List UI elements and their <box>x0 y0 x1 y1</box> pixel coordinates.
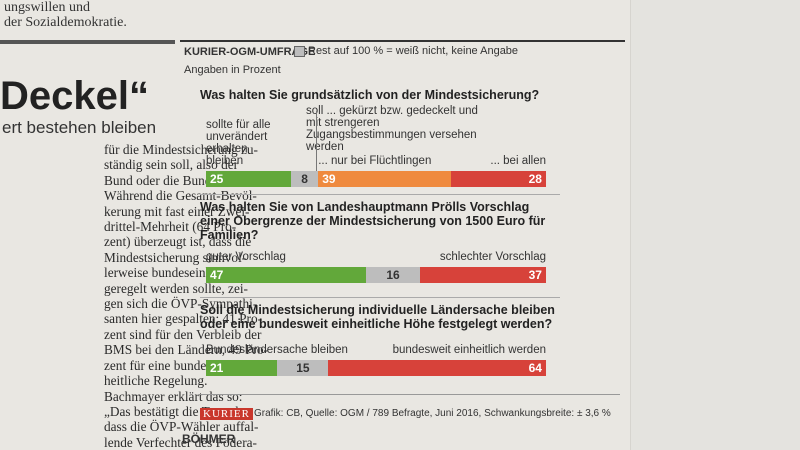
text-line: zent sind für den Verbleib der <box>104 326 262 342</box>
bar-segment <box>206 360 278 376</box>
segment-label: guter Vorschlag <box>206 251 286 263</box>
text-line: geregelt werden sollte, zei- <box>104 280 248 296</box>
footer-rule <box>200 394 620 395</box>
text-line: Während die Gesamt-Bevöl- <box>104 188 257 204</box>
group-label: soll ... gekürzt bzw. gedeckelt und mit … <box>306 105 478 153</box>
value-label: 15 <box>296 361 310 375</box>
bar-segment <box>206 171 291 187</box>
text-line: zent) überzeugt ist, dass die <box>104 234 252 250</box>
source: Grafik: CB, Quelle: OGM / 789 Befragte, … <box>254 408 611 419</box>
bar-segment <box>328 360 546 376</box>
question: Was halten Sie von Landeshauptmann Pröll… <box>200 200 546 242</box>
text-line: santen hier gespalten: 41 Pro- <box>104 311 263 327</box>
segment-label: ... bei allen <box>490 155 546 167</box>
value-label: 37 <box>528 268 542 282</box>
headline: Deckel“ <box>0 74 149 118</box>
separator <box>200 297 560 298</box>
bar-segment <box>277 360 329 376</box>
value-label: 16 <box>386 268 400 282</box>
value-label: 39 <box>322 172 336 186</box>
value-label: 25 <box>210 172 224 186</box>
legend-swatch <box>294 46 305 57</box>
segment-label: ... nur bei Flüchtlingen <box>318 155 432 167</box>
segment-label: bundesweit einheitlich werden <box>392 344 546 356</box>
question: Was halten Sie grundsätzlich von der Min… <box>200 88 540 102</box>
byline: BÖHMER <box>182 432 236 446</box>
text-line: lende Verfechter des Födera- <box>104 434 257 450</box>
value-label: 8 <box>301 172 308 186</box>
segment-label: sollte für alle unverändert erhalten ble… <box>206 119 271 167</box>
legend-note: Rest auf 100 % = weiß nicht, keine Angab… <box>308 45 519 57</box>
kicker: KURIER-OGM-UMFRAGE <box>184 46 316 58</box>
rule <box>0 40 175 44</box>
bar-segment <box>365 267 421 283</box>
text-line: gen sich die ÖVP-Sympathi- <box>104 296 258 312</box>
logo: KURIER <box>200 408 253 420</box>
separator <box>200 194 560 195</box>
divider <box>316 111 318 171</box>
bar-segment <box>291 171 319 187</box>
segment-label: Bundesländersache bleiben <box>206 344 348 356</box>
bar-segment <box>318 171 451 187</box>
value-label: 21 <box>210 361 224 375</box>
text-line: kerung mit fast einer Zwei- <box>104 203 250 219</box>
kicker-rule <box>180 40 625 42</box>
top-lines: ungswillen und der Sozialdemokratie. <box>4 0 127 30</box>
text-line: heitliche Regelung. <box>104 373 208 389</box>
bar-segment <box>420 267 546 283</box>
subhead: ert bestehen bleiben <box>2 118 157 137</box>
text-line: Bachmayer erklärt das so: <box>104 388 243 404</box>
article-body: für die Mindestsicherung zu-ständig sein… <box>104 142 268 450</box>
bar-segment <box>450 171 546 187</box>
text-line: ungswillen und <box>4 0 90 15</box>
text-line: dass die ÖVP-Wähler auffal- <box>104 419 259 435</box>
value-label: 28 <box>528 172 542 186</box>
value-label: 47 <box>210 268 224 282</box>
value-label: 64 <box>528 361 542 375</box>
segment-label: schlechter Vorschlag <box>439 251 546 263</box>
text-line: der Sozialdemokratie. <box>4 15 127 30</box>
text-line: Mindestsicherung sinnvol- <box>104 249 247 265</box>
text-line: drittel-Mehrheit (64 Pro- <box>104 219 237 235</box>
paper-edge <box>630 0 800 450</box>
graphic: KURIER-OGM-UMFRAGE Rest auf 100 % = weiß… <box>180 40 625 424</box>
unit-note: Angaben in Prozent <box>184 64 281 76</box>
bar-segment <box>206 267 366 283</box>
text-line: ständig sein soll, also der <box>104 157 239 173</box>
text-line: für die Mindestsicherung zu- <box>104 142 258 157</box>
question: Soll die Mindestsicherung individuelle L… <box>200 303 555 331</box>
